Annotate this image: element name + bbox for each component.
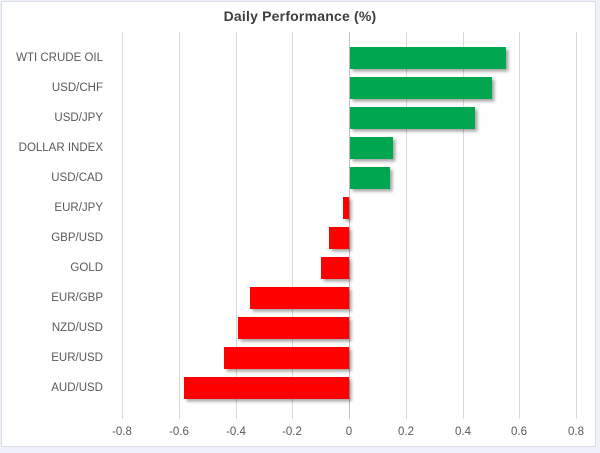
category-label: USD/JPY — [54, 112, 103, 124]
bar — [350, 167, 390, 189]
gridline — [463, 32, 464, 419]
bar — [329, 227, 349, 249]
category-label: GOLD — [70, 262, 103, 274]
gridline — [406, 32, 407, 419]
category-label: GBP/USD — [51, 232, 103, 244]
category-label: EUR/JPY — [54, 202, 103, 214]
chart-background — [1, 1, 596, 447]
x-tick-label: 0.8 — [568, 426, 584, 438]
x-tick-label: -0.2 — [282, 426, 302, 438]
gridline — [519, 32, 520, 419]
x-tick-label: 0.4 — [455, 426, 471, 438]
gridline — [236, 32, 237, 419]
gridline — [179, 32, 180, 419]
zero-gridline — [349, 32, 350, 419]
category-label: USD/CAD — [51, 172, 103, 184]
category-label: EUR/GBP — [51, 292, 103, 304]
x-tick-label: 0 — [345, 426, 353, 438]
bar — [343, 197, 349, 219]
category-label: EUR/USD — [51, 352, 103, 364]
bar — [321, 257, 349, 279]
x-tick-label: -0.4 — [226, 426, 246, 438]
bar — [350, 107, 475, 129]
x-tick-label: 0.6 — [511, 426, 527, 438]
chart-title: Daily Performance (%) — [223, 8, 377, 24]
bar — [350, 137, 393, 159]
bar — [238, 317, 349, 339]
category-label: DOLLAR INDEX — [18, 142, 103, 154]
bar — [184, 377, 349, 399]
category-label: AUD/USD — [51, 382, 103, 394]
category-label: WTI CRUDE OIL — [16, 52, 103, 64]
bar — [350, 47, 506, 69]
x-tick-label: -0.6 — [169, 426, 189, 438]
x-tick-label: 0.2 — [398, 426, 414, 438]
x-tick-label: -0.8 — [112, 426, 132, 438]
category-label: USD/CHF — [51, 82, 103, 94]
gridline — [122, 32, 123, 419]
bar — [350, 77, 492, 99]
bar — [224, 347, 349, 369]
gridline — [292, 32, 293, 419]
gridline — [576, 32, 577, 419]
bar — [250, 287, 349, 309]
category-label: NZD/USD — [51, 322, 103, 334]
